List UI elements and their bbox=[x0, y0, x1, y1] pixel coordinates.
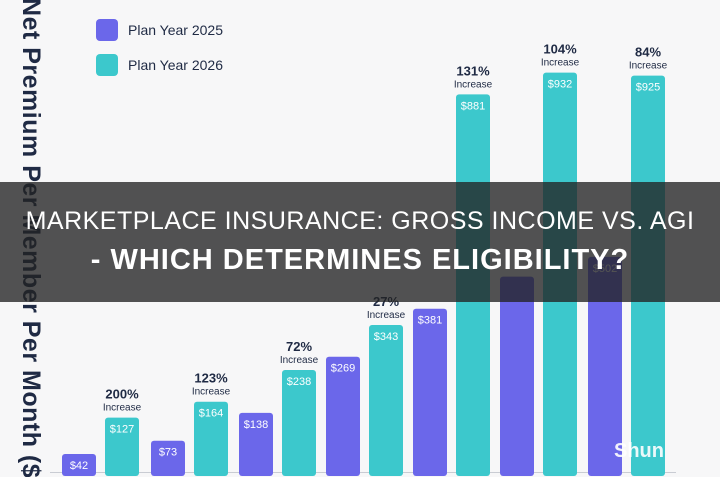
bar-2026 bbox=[194, 401, 228, 476]
bar-2025 bbox=[151, 440, 185, 476]
increase-percent-label: 200% bbox=[105, 387, 139, 402]
increase-percent-label: 84% bbox=[635, 45, 661, 60]
legend-label-2026: Plan Year 2026 bbox=[128, 57, 223, 73]
legend-swatch-2026 bbox=[96, 54, 118, 76]
title-banner: MARKETPLACE INSURANCE: GROSS INCOME VS. … bbox=[0, 182, 720, 302]
bar-value-label-2025: $73 bbox=[159, 447, 177, 459]
increase-percent-label: 104% bbox=[543, 42, 577, 57]
bar-value-label-2026: $932 bbox=[548, 79, 572, 91]
bar-value-label-2025: $138 bbox=[244, 419, 268, 431]
legend: Plan Year 2025 Plan Year 2026 bbox=[96, 18, 223, 88]
increase-word-label: Increase bbox=[103, 403, 142, 414]
increase-word-label: Increase bbox=[192, 387, 231, 398]
increase-word-label: Increase bbox=[367, 310, 406, 321]
increase-word-label: Increase bbox=[629, 61, 668, 72]
bar-2026 bbox=[282, 370, 316, 476]
increase-word-label: Increase bbox=[541, 58, 580, 69]
legend-item-2026: Plan Year 2026 bbox=[96, 53, 223, 77]
bar-2025 bbox=[500, 276, 534, 476]
increase-word-label: Increase bbox=[454, 79, 493, 90]
bar-value-label-2025: $42 bbox=[70, 460, 88, 472]
bar-value-label-2025: $269 bbox=[331, 363, 355, 375]
bar-value-label-2026: $925 bbox=[636, 82, 660, 94]
banner-title-line2: - WHICH DETERMINES ELIGIBILITY? bbox=[90, 244, 630, 276]
legend-item-2025: Plan Year 2025 bbox=[96, 18, 223, 42]
increase-percent-label: 131% bbox=[456, 63, 490, 78]
bar-2025 bbox=[413, 308, 447, 476]
bar-value-label-2026: $238 bbox=[287, 376, 311, 388]
bar-2026 bbox=[105, 417, 139, 476]
bar-value-label-2026: $343 bbox=[374, 331, 398, 343]
bar-value-label-2026: $881 bbox=[461, 100, 485, 112]
legend-label-2025: Plan Year 2025 bbox=[128, 22, 223, 38]
bar-2025 bbox=[239, 412, 273, 476]
legend-swatch-2025 bbox=[96, 19, 118, 41]
bar-2025 bbox=[588, 256, 622, 476]
bar-2025 bbox=[326, 356, 360, 476]
bar-value-label-2026: $127 bbox=[110, 424, 134, 436]
increase-word-label: Increase bbox=[280, 355, 319, 366]
banner-title-line1: MARKETPLACE INSURANCE: GROSS INCOME VS. … bbox=[25, 207, 695, 235]
bar-value-label-2025: $381 bbox=[418, 315, 442, 327]
increase-percent-label: 72% bbox=[286, 339, 312, 354]
bar-2025 bbox=[62, 454, 96, 476]
bar-value-label-2026: $164 bbox=[199, 408, 223, 420]
increase-percent-label: 123% bbox=[194, 371, 228, 386]
bar-2026 bbox=[369, 325, 403, 476]
